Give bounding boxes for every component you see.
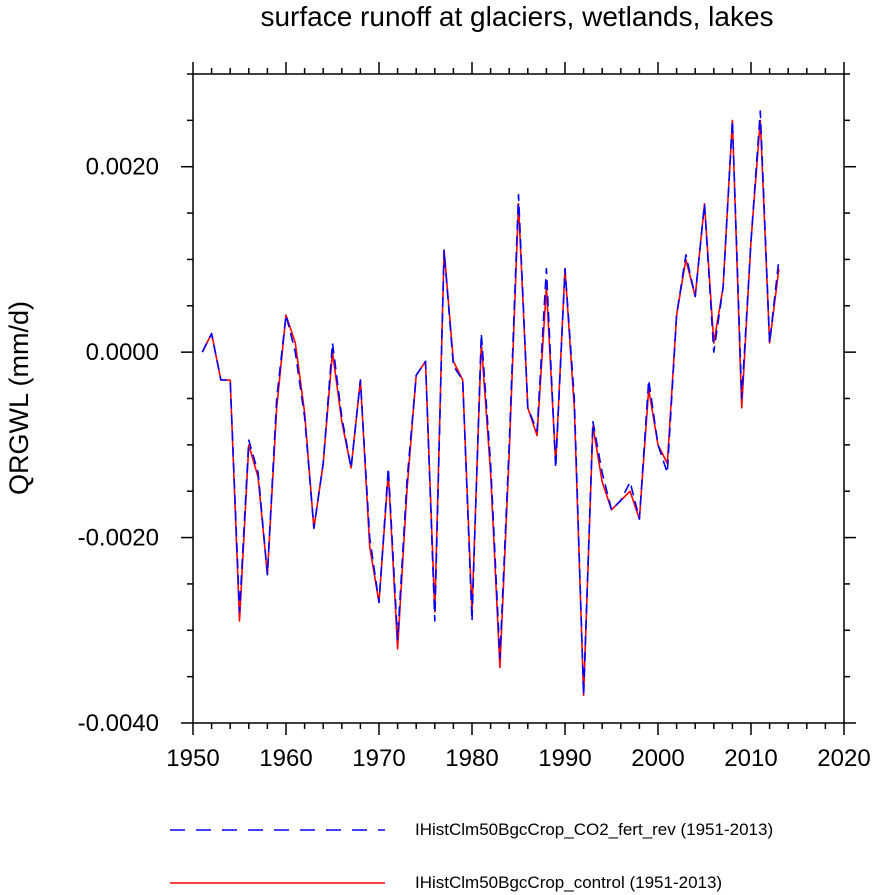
x-tick-label: 1960 bbox=[259, 745, 312, 772]
series-line-control bbox=[201, 119, 780, 697]
y-tick-label: 0.0020 bbox=[86, 154, 159, 181]
plot-frame bbox=[192, 73, 845, 724]
x-tick-label: 1980 bbox=[445, 745, 498, 772]
y-tick-label: 0.0000 bbox=[86, 339, 159, 366]
x-tick-label: 1990 bbox=[538, 745, 591, 772]
ticks-layer: 1950 1960 1970 1980 1990 2000 2010 2020 -0.0040 -… bbox=[78, 62, 871, 772]
y-tick-label: -0.0040 bbox=[78, 710, 159, 737]
x-tick-label: 2010 bbox=[724, 745, 777, 772]
x-tick-label: 2000 bbox=[631, 745, 684, 772]
series-line-co2-fert-rev bbox=[201, 110, 780, 697]
x-tick-label: 1950 bbox=[166, 745, 219, 772]
legend bbox=[170, 829, 385, 884]
legend-label-co2-fert-rev: IHistClm50BgcCrop_CO2_fert_rev (1951-201… bbox=[415, 820, 774, 839]
chart-title: surface runoff at glaciers, wetlands, la… bbox=[260, 1, 773, 32]
legend-label-control: IHistClm50BgcCrop_control (1951-2013) bbox=[415, 873, 723, 892]
y-tick-label: -0.0020 bbox=[78, 525, 159, 552]
y-axis-label: QRGWL (mm/d) bbox=[4, 301, 34, 495]
x-tick-label: 2020 bbox=[817, 745, 870, 772]
x-tick-label: 1970 bbox=[352, 745, 405, 772]
series-layer bbox=[201, 110, 780, 697]
